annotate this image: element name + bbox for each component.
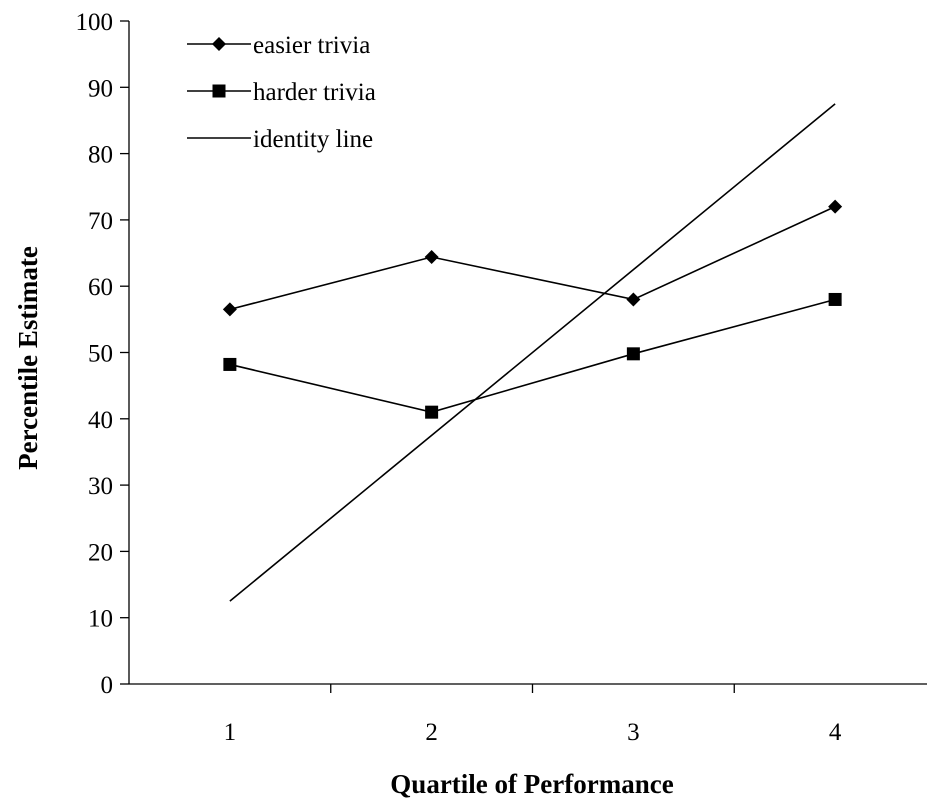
series-line [230, 207, 835, 310]
y-tick-label: 20 [88, 539, 113, 566]
data-point [829, 293, 842, 306]
x-tick-label: 1 [224, 719, 237, 746]
y-tick-label: 0 [101, 672, 114, 699]
x-tick-label: 2 [425, 719, 438, 746]
y-tick-label: 70 [88, 208, 113, 235]
data-point [223, 302, 237, 316]
y-tick-label: 90 [88, 75, 113, 102]
x-tick-label: 3 [627, 719, 640, 746]
data-point [627, 347, 640, 360]
legend-item: identity line [187, 126, 373, 153]
y-tick-label: 60 [88, 274, 113, 301]
series-line [230, 299, 835, 412]
y-axis-title: Percentile Estimate [13, 246, 43, 470]
y-tick-label: 10 [88, 606, 113, 633]
legend-item: easier trivia [187, 32, 370, 59]
y-tick-label: 30 [88, 473, 113, 500]
legend-label: identity line [253, 126, 373, 153]
data-point [425, 250, 439, 264]
data-point [828, 200, 842, 214]
legend-label: easier trivia [253, 32, 370, 59]
data-point [626, 292, 640, 306]
y-tick-label: 40 [88, 407, 113, 434]
series-identity-line [230, 104, 835, 601]
x-axis-title: Quartile of Performance [390, 769, 673, 799]
series-harder-trivia [223, 293, 841, 419]
series-easier-trivia [223, 200, 842, 317]
data-point [425, 406, 438, 419]
series-layer [223, 104, 842, 601]
legend-swatch-marker [213, 85, 226, 98]
legend-item: harder trivia [187, 79, 376, 106]
data-point [223, 358, 236, 371]
y-tick-label: 50 [88, 341, 113, 368]
series-line [230, 104, 835, 601]
y-tick-label: 100 [76, 9, 114, 36]
x-tick-label: 4 [829, 719, 842, 746]
y-tick-label: 80 [88, 142, 113, 169]
legend: easier trivia harder trivia identity line [187, 32, 376, 153]
legend-label: harder trivia [253, 79, 376, 106]
legend-swatch-marker [212, 37, 226, 51]
